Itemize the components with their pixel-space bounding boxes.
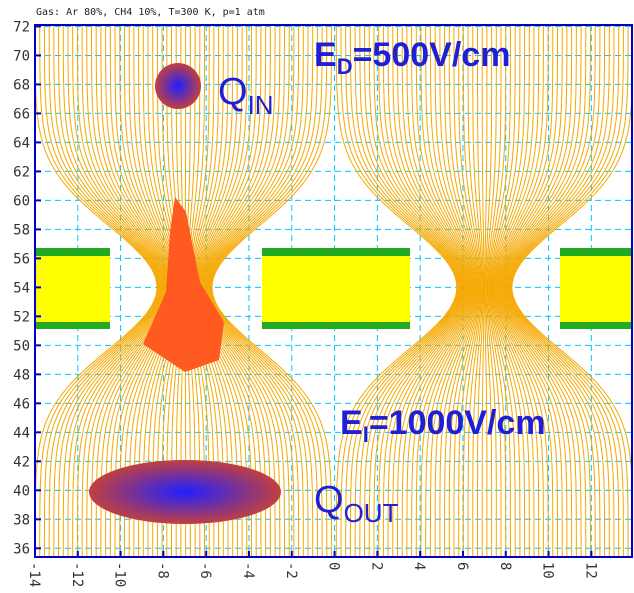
y-tick-label: 64: [13, 135, 30, 151]
y-tick-label: 62: [13, 164, 30, 180]
x-tick-label: 6: [454, 562, 470, 570]
y-tick-label: 72: [13, 19, 30, 35]
y-tick-label: 46: [13, 396, 30, 412]
y-tick-label: 70: [13, 48, 30, 64]
x-tick-label: -14: [26, 562, 42, 587]
ann-main: E: [340, 404, 363, 442]
x-tick-label: -6: [197, 562, 213, 579]
ann-suffix: =1000V/cm: [369, 404, 546, 442]
chart: Gas: Ar 80%, CH4 10%, T=300 K, p=1 atm 3…: [0, 0, 634, 593]
y-tick-label: 44: [13, 425, 30, 441]
annotation: EI=1000V/cm: [340, 404, 546, 447]
electrode-top: [262, 248, 410, 256]
charge-out: [89, 460, 281, 524]
electrodes: [35, 248, 632, 329]
ann-main: Q: [314, 479, 344, 521]
electrode-bottom: [560, 322, 632, 329]
y-tick-label: 56: [13, 251, 30, 267]
x-tick-label: -12: [69, 562, 85, 587]
x-tick-label: 4: [411, 562, 427, 570]
x-tick-label: -2: [283, 562, 299, 579]
x-tick-label: 0: [326, 562, 342, 570]
electrode: [262, 248, 410, 329]
electrode: [35, 248, 110, 329]
x-tick-label: 10: [540, 562, 556, 579]
y-tick-label: 60: [13, 193, 30, 209]
x-tick-label: -8: [154, 562, 170, 579]
y-tick-label: 54: [13, 280, 30, 296]
annotation: ED=500V/cm: [314, 36, 510, 79]
x-tick-label: 8: [497, 562, 513, 570]
y-tick-label: 68: [13, 77, 30, 93]
electrode-top: [560, 248, 632, 256]
ann-sub: OUT: [344, 498, 399, 528]
y-tick-label: 50: [13, 338, 30, 354]
electrode-bottom: [262, 322, 410, 329]
electrode-top: [35, 248, 110, 256]
y-tick-label: 66: [13, 106, 30, 122]
y-tick-label: 40: [13, 483, 30, 499]
y-tick-label: 52: [13, 309, 30, 325]
x-tick-label: 2: [368, 562, 384, 570]
ann-suffix: =500V/cm: [353, 36, 511, 74]
y-tick-label: 58: [13, 222, 30, 238]
ann-main: E: [314, 36, 337, 74]
x-tick-label: 12: [582, 562, 598, 579]
annotation: QOUT: [314, 479, 399, 528]
chart-title: Gas: Ar 80%, CH4 10%, T=300 K, p=1 atm: [36, 7, 265, 18]
y-tick-label: 38: [13, 512, 30, 528]
charge-in: [155, 63, 201, 109]
x-tick-label: -4: [240, 562, 256, 579]
y-tick-label: 42: [13, 454, 30, 470]
y-tick-label: 36: [13, 541, 30, 557]
y-tick-label: 48: [13, 367, 30, 383]
x-tick-label: -10: [112, 562, 128, 587]
ann-sub: D: [337, 54, 353, 79]
electrode: [560, 248, 632, 329]
ann-main: Q: [218, 71, 248, 113]
ann-sub: IN: [248, 90, 274, 120]
electrode-bottom: [35, 322, 110, 329]
